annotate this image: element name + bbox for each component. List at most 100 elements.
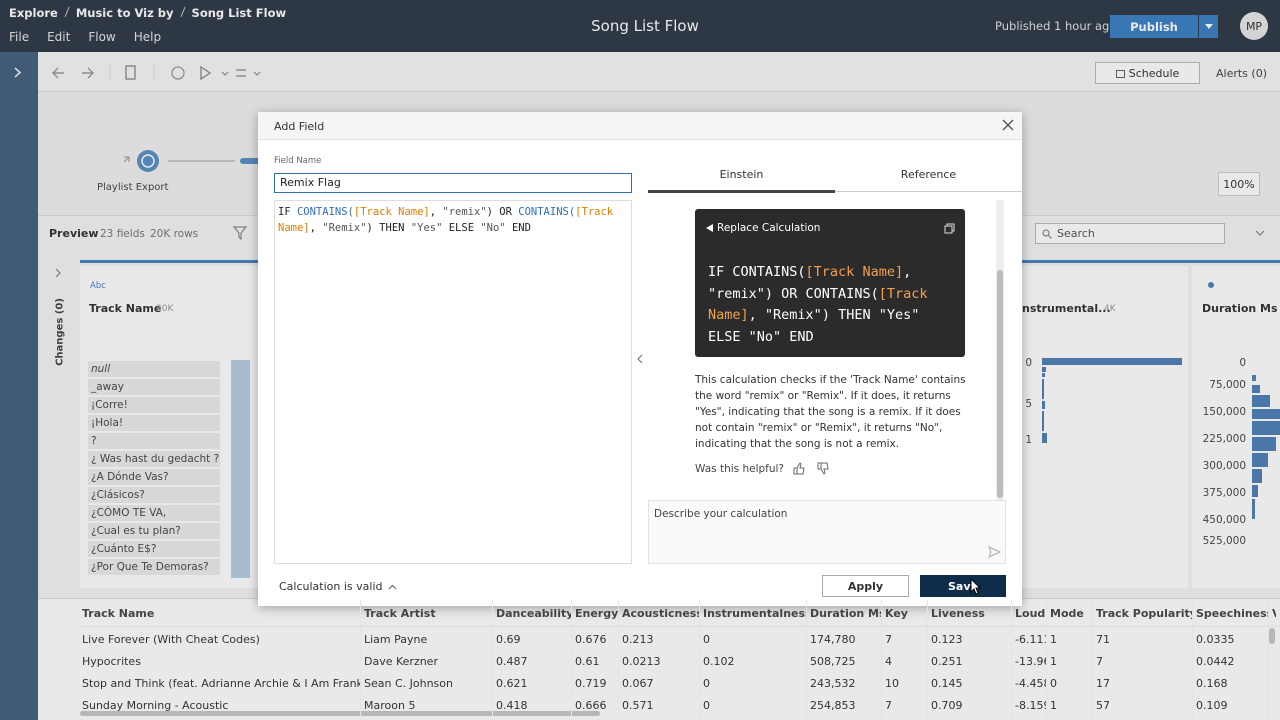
formula-token: CONTAINS( [296, 206, 354, 218]
formula-token: , [903, 264, 920, 280]
validation-status[interactable]: Calculation is valid [279, 580, 397, 593]
formula-token: CONTAINS( [518, 206, 576, 218]
filter-icon[interactable] [233, 226, 247, 240]
menu-item[interactable]: Flow [88, 30, 116, 44]
axis-label: 300,000 [1202, 460, 1246, 472]
column-header[interactable]: Track Artist [364, 607, 436, 620]
tab-divider [648, 191, 1022, 192]
schedule-button[interactable]: Schedule [1095, 62, 1200, 84]
cell: -13.96 [1015, 655, 1046, 668]
changes-expand[interactable] [55, 268, 62, 278]
formula-token: , [429, 206, 443, 218]
value-item[interactable]: ¡Corre! [88, 397, 220, 413]
h-scrollbar[interactable] [80, 711, 600, 716]
menu-item[interactable]: Edit [47, 30, 71, 44]
feedback-icons[interactable] [792, 462, 832, 475]
apply-button[interactable]: Apply [822, 575, 909, 597]
mouse-cursor [970, 578, 982, 595]
value-item[interactable]: ¿Cuánto E$? [88, 541, 220, 557]
column-divider [927, 600, 928, 720]
avatar[interactable]: MP [1240, 12, 1268, 40]
tab[interactable]: Einstein [719, 168, 764, 181]
column-header[interactable]: Speechiness [1196, 607, 1268, 620]
tab[interactable]: Reference [900, 168, 957, 181]
formula-token: "remix" [442, 206, 487, 218]
search-box[interactable]: Search [1035, 223, 1225, 244]
menu-bar: File Edit Flow Help [9, 30, 161, 44]
replace-calculation[interactable]: Replace Calculation [706, 222, 820, 234]
send-icon[interactable] [988, 546, 1001, 558]
cell: 7 [885, 633, 892, 646]
column-header[interactable]: V [1272, 607, 1276, 620]
panel-toggle[interactable] [636, 354, 643, 364]
value-item[interactable]: ¿Clásicos? [88, 487, 220, 503]
formula-token: CONTAINS( [805, 285, 879, 302]
copy-button[interactable] [944, 223, 955, 234]
column-header[interactable]: Key [885, 607, 908, 620]
cell: 0.109 [1196, 699, 1228, 712]
save-button[interactable]: Save [920, 575, 1006, 597]
cell: 0 [703, 633, 710, 646]
cell: 0.123 [931, 633, 963, 646]
column-header[interactable]: Energy [575, 607, 618, 620]
expand-icon[interactable] [14, 67, 22, 78]
cell: 17 [1096, 677, 1110, 690]
prompt-input[interactable] [648, 500, 1006, 564]
close-button[interactable] [1002, 119, 1014, 131]
breadcrumb-item: Song List Flow [191, 6, 287, 20]
scroll-thumb[interactable] [997, 270, 1003, 498]
field-type: Abc [90, 281, 106, 291]
column-header[interactable]: Mode [1050, 607, 1084, 620]
value-item[interactable]: ¿Cual es tu plan? [88, 523, 220, 539]
formula-token: [Track Name] [805, 264, 904, 280]
data-grid [38, 598, 1280, 720]
value-item[interactable]: ¿A Dónde Vas? [88, 469, 220, 485]
cell: 0.0442 [1196, 655, 1235, 668]
column-header[interactable]: Acousticness [622, 607, 699, 620]
cell: Liam Payne [364, 633, 428, 646]
breadcrumb: Explore Music to Viz by Song List Flow [9, 6, 286, 20]
publish-button[interactable]: Publish [1110, 15, 1198, 38]
v-scrollbar[interactable] [1269, 628, 1275, 644]
value-item[interactable]: ¿ Was hast du gedacht ? [88, 451, 220, 467]
column-header[interactable]: Liveness [931, 607, 985, 620]
value-item[interactable]: null [88, 361, 220, 377]
collapse-icon[interactable] [1255, 230, 1265, 236]
zoom-level[interactable]: 100% [1218, 172, 1260, 196]
cell: 1 [1050, 655, 1057, 668]
field-name: Duration Ms [1202, 302, 1278, 315]
formula-token: "Yes" [878, 307, 920, 323]
column-header[interactable]: Track Name [82, 607, 155, 620]
value-item[interactable]: ¿Por Que Te Demoras? [88, 559, 220, 575]
column-header[interactable]: Duration Ms [810, 607, 881, 620]
axis-label: 0 [1025, 357, 1032, 369]
preview-label: Preview [49, 227, 99, 240]
replace-icon [706, 224, 713, 232]
menu-item[interactable]: Help [133, 30, 162, 44]
search-icon [1042, 229, 1052, 239]
helpful-prompt: Was this helpful? [695, 463, 784, 475]
value-item[interactable]: ¡Hola! [88, 415, 220, 431]
field-name-input[interactable]: Remix Flag [274, 173, 632, 193]
value-item[interactable]: _away [88, 379, 220, 395]
value-item[interactable]: ¿CÓMO TE VA, QUERIDA? [88, 505, 220, 521]
alerts-link[interactable]: Alerts (0) [1216, 67, 1267, 80]
formula-token: [Track Name] [708, 285, 936, 324]
formula-token: ) THEN [821, 307, 879, 323]
column-divider [571, 600, 572, 720]
axis-label: 5 [1025, 398, 1032, 410]
formula-editor[interactable] [274, 200, 632, 564]
value-item[interactable]: ? [88, 433, 220, 449]
histogram [1252, 375, 1280, 519]
publish-dropdown[interactable] [1199, 15, 1218, 38]
flow-node-label: Playlist Export [97, 182, 169, 193]
column-header[interactable]: Track Popularity [1096, 607, 1192, 620]
flow-node[interactable] [120, 148, 260, 174]
column-header[interactable]: Danceability [496, 607, 571, 620]
axis-label: 150,000 [1202, 406, 1246, 418]
column-header[interactable]: Instrumentalness [703, 607, 806, 620]
column-header[interactable]: Loudness [1015, 607, 1046, 620]
menu-item[interactable]: File [9, 30, 30, 44]
cell: 508,725 [810, 655, 856, 668]
